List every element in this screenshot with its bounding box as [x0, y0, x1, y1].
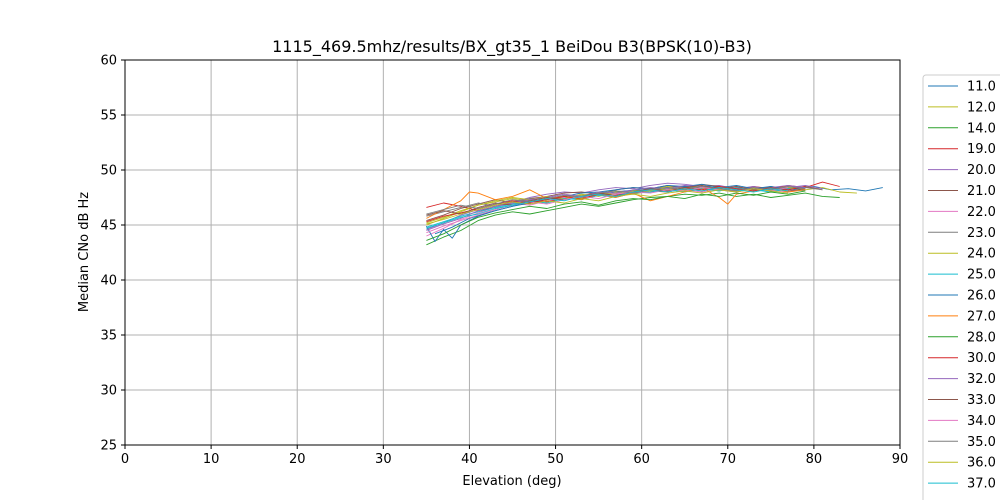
- x-tick-label: 80: [806, 452, 823, 467]
- legend-label: 27.0: [967, 309, 996, 324]
- legend-items: 11.0 12.0 14.0 19.0 20.0 21.0 22.0 23.0 24.0 25.0…: [928, 80, 996, 492]
- x-tick-label: 50: [547, 452, 564, 467]
- x-tick-label: 0: [121, 452, 129, 467]
- legend-label: 12.0: [967, 100, 996, 115]
- legend-label: 19.0: [967, 142, 996, 157]
- legend-label: 26.0: [967, 289, 996, 304]
- legend-label: 14.0: [967, 121, 996, 136]
- y-tick-label: 25: [100, 439, 117, 454]
- plot-frame: [124, 59, 901, 446]
- y-tick-label: 40: [100, 274, 117, 289]
- x-tick-label: 10: [203, 452, 220, 467]
- x-tick-label: 20: [289, 452, 306, 467]
- legend-label: 21.0: [967, 184, 996, 199]
- x-tick-label: 90: [892, 452, 909, 467]
- series-line: [426, 186, 806, 215]
- series-line: [426, 188, 789, 225]
- legend-label: 30.0: [967, 351, 996, 366]
- legend-label: 22.0: [967, 205, 996, 220]
- x-tick-label: 70: [720, 452, 737, 467]
- y-tick-label: 30: [100, 384, 117, 399]
- legend-label: 36.0: [967, 456, 996, 471]
- series-line: [426, 187, 806, 219]
- legend-label: 37.0: [967, 477, 996, 492]
- y-tick-label: 45: [100, 219, 117, 234]
- y-tick-label: 50: [100, 164, 117, 179]
- legend-label: 35.0: [967, 435, 996, 450]
- y-tick-label: 60: [100, 54, 117, 69]
- y-tick-label: 35: [100, 329, 117, 344]
- x-tick-label: 60: [633, 452, 650, 467]
- y-tick-label: 55: [100, 109, 117, 124]
- series-line: [426, 190, 806, 241]
- legend-label: 34.0: [967, 414, 996, 429]
- chart-title: 1115_469.5mhz/results/BX_gt35_1 BeiDou B…: [272, 37, 752, 57]
- legend-label: 24.0: [967, 247, 996, 262]
- legend-label: 20.0: [967, 163, 996, 178]
- legend-label: 32.0: [967, 372, 996, 387]
- legend-label: 11.0: [967, 80, 996, 95]
- x-tick-label: 30: [375, 452, 392, 467]
- x-axis-ticks: 0 10 20 30 40 50 60 70 80 90: [121, 445, 908, 467]
- legend-label: 23.0: [967, 226, 996, 241]
- series-line: [426, 187, 789, 229]
- y-axis-label: Median CNo dB Hz: [77, 192, 92, 312]
- x-axis-label: Elevation (deg): [462, 474, 561, 489]
- legend-label: 25.0: [967, 268, 996, 283]
- legend: 11.0 12.0 14.0 19.0 20.0 21.0 22.0 23.0 24.0 25.0…: [922, 74, 1000, 500]
- legend-label: 28.0: [967, 330, 996, 345]
- series-line: [426, 184, 806, 216]
- series-lines: [426, 181, 883, 246]
- series-line: [426, 192, 840, 246]
- legend-label: 33.0: [967, 393, 996, 408]
- y-axis-ticks: 25 30 35 40 45 50 55 60: [100, 54, 125, 454]
- x-tick-label: 40: [461, 452, 478, 467]
- legend-box: [922, 74, 1000, 500]
